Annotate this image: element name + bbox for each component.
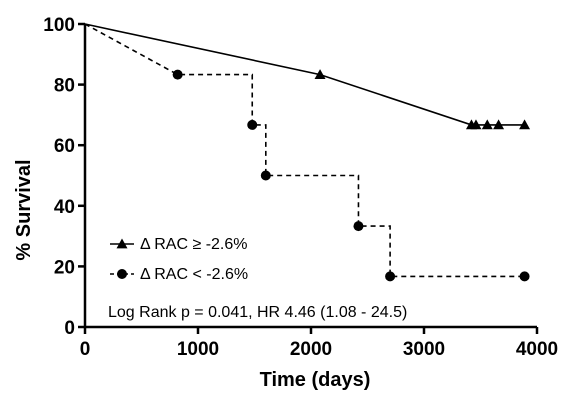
y-tick-label: 0	[64, 318, 75, 339]
y-tick-label: 60	[54, 136, 75, 157]
legend-label-0: Δ RAC ≥ -2.6%	[140, 236, 248, 253]
x-tick-label: 0	[80, 339, 91, 360]
x-tick-label: 2000	[290, 339, 332, 360]
legend: Δ RAC ≥ -2.6% Δ RAC < -2.6%	[110, 236, 248, 283]
series-1-marker	[353, 221, 364, 232]
series-0-marker	[481, 119, 493, 130]
y-axis-title: % Survival	[13, 159, 35, 260]
x-tick-label: 3000	[403, 339, 445, 360]
series-1-marker	[385, 271, 396, 282]
y-tick-label: 100	[43, 15, 75, 36]
series-1-line	[84, 23, 525, 278]
legend-marker-0	[116, 238, 128, 249]
x-tick-label: 4000	[516, 339, 558, 360]
series-0-marker	[493, 119, 505, 130]
x-axis-title: Time (days)	[260, 369, 371, 391]
series-0-marker	[519, 119, 531, 130]
series-layer	[84, 23, 531, 282]
series-1-marker	[260, 170, 271, 181]
y-tick-label: 40	[54, 197, 75, 218]
series-1-marker	[172, 69, 183, 80]
series-0-marker	[470, 119, 482, 130]
series-0-line	[84, 23, 525, 126]
annotation-logrank: Log Rank p = 0.041, HR 4.46 (1.08 - 24.5…	[108, 304, 407, 321]
series-0-marker	[314, 69, 326, 80]
legend-marker-1	[117, 269, 127, 279]
series-1-marker	[247, 119, 258, 130]
y-tick-label: 80	[54, 76, 75, 97]
x-tick-label: 1000	[177, 339, 219, 360]
series-1-marker	[519, 271, 530, 282]
y-tick-label: 20	[54, 257, 75, 278]
legend-label-1: Δ RAC < -2.6%	[140, 266, 248, 283]
